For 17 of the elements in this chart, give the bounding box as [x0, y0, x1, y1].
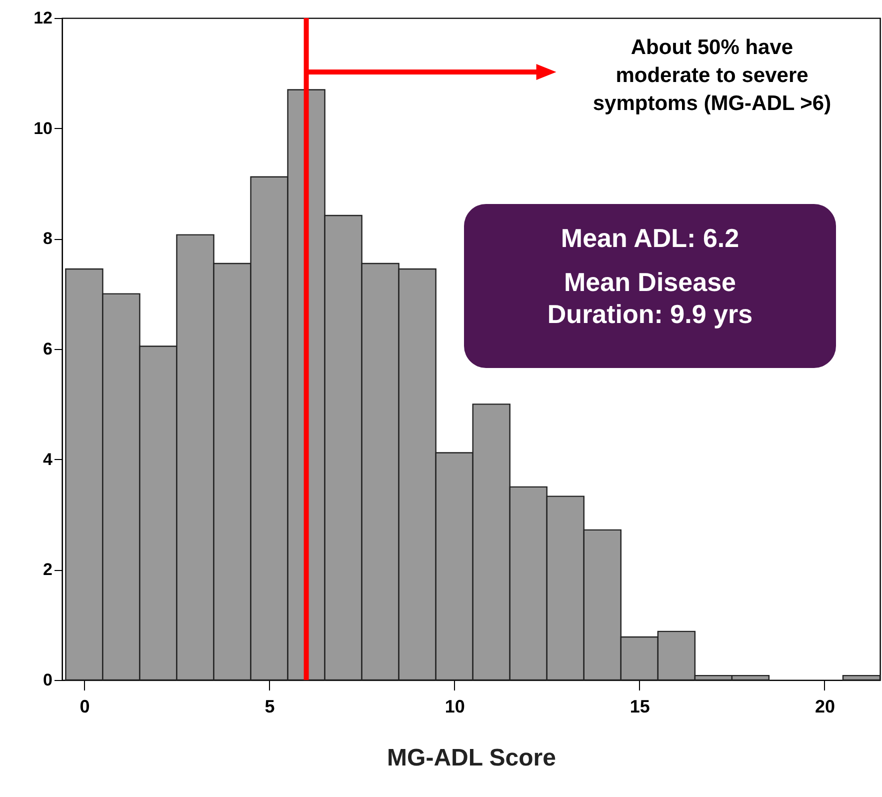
- x-tick-label: 10: [444, 696, 465, 716]
- x-tick-label: 5: [264, 696, 275, 716]
- x-tick-label: 0: [80, 696, 90, 716]
- y-tick-label: 10: [34, 118, 52, 138]
- annotation: Mean Disease Duration: 9.9 yrs: [546, 266, 754, 330]
- y-tick-label: 6: [43, 340, 52, 358]
- x-tick-label: 20: [814, 696, 835, 716]
- annotation: About 50% have moderate to severe symptoms (MG-ADL >6): [592, 35, 832, 117]
- text-box: Mean ADL: 6.2 Mean Disease Duration: 9.9 yrs: [464, 204, 836, 368]
- y-tick-label: 4: [43, 450, 54, 469]
- y-tick-label: 12: [34, 8, 52, 28]
- y-tick-label: 2: [43, 560, 52, 580]
- annotation: Mean ADL: 6.2: [560, 222, 740, 254]
- x-axis-title: MG-ADL Score: [387, 744, 556, 772]
- y-tick-label: 0: [43, 670, 52, 690]
- y-tick-label: 8: [43, 229, 52, 248]
- x-tick-label: 15: [630, 696, 650, 716]
